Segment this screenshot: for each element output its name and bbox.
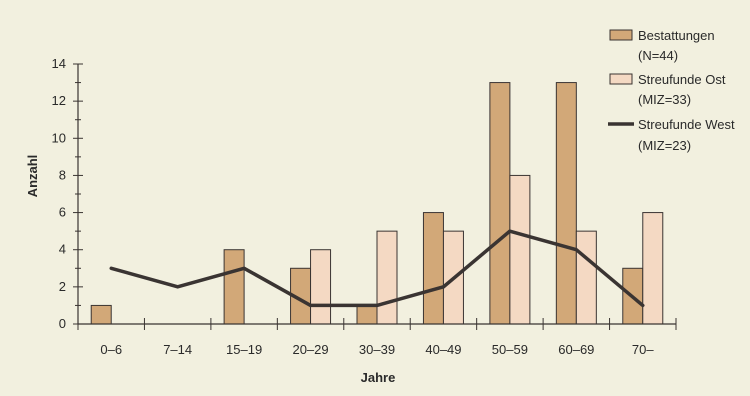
x-tick-label-2: 15–19 xyxy=(226,342,262,357)
legend-label-streufunde-ost: Streufunde Ost xyxy=(638,72,726,87)
legend: Bestattungen (N=44) Streufunde Ost (MIZ=… xyxy=(608,28,735,153)
y-tick-label-0: 0 xyxy=(59,316,66,331)
legend-swatch-bestattungen xyxy=(609,29,633,41)
y-tick-label-8: 8 xyxy=(59,167,66,182)
legend-sublabel-streufunde-west: (MIZ=23) xyxy=(638,138,691,153)
x-tick-label-1: 7–14 xyxy=(163,342,192,357)
legend-swatch-streufunde-ost xyxy=(609,73,633,85)
bar-bestattungen-2 xyxy=(223,249,245,325)
line-layer xyxy=(109,229,645,308)
bar-streufunde-ost-4 xyxy=(376,230,398,325)
y-tick-label-2: 2 xyxy=(59,279,66,294)
x-tick-label-4: 30–39 xyxy=(359,342,395,357)
labels-layer: 0 2 4 6 8 10 12 14 0–6 7–14 15–19 20–29 30–39 40–49 50… xyxy=(52,56,655,357)
x-tick-label-0: 0–6 xyxy=(100,342,122,357)
legend-label-bestattungen: Bestattungen xyxy=(638,28,715,43)
bar-streufunde-ost-3 xyxy=(310,249,332,325)
legend-label-streufunde-west: Streufunde West xyxy=(638,117,735,132)
y-tick-label-10: 10 xyxy=(52,130,66,145)
x-axis-title: Jahre xyxy=(361,370,396,385)
bar-streufunde-ost-6 xyxy=(509,174,531,325)
bar-bestattungen-6 xyxy=(489,82,511,325)
x-tick-label-8: 70– xyxy=(632,342,654,357)
y-axis-title: Anzahl xyxy=(25,155,40,198)
x-tick-label-7: 60–69 xyxy=(558,342,594,357)
line-streufunde-west xyxy=(109,229,645,308)
x-tick-label-6: 50–59 xyxy=(492,342,528,357)
x-tick-label-3: 20–29 xyxy=(292,342,328,357)
y-tick-label-6: 6 xyxy=(59,205,66,220)
x-tick-label-5: 40–49 xyxy=(425,342,461,357)
y-tick-label-4: 4 xyxy=(59,242,66,257)
legend-sublabel-streufunde-ost: (MIZ=33) xyxy=(638,92,691,107)
legend-sublabel-bestattungen: (N=44) xyxy=(638,48,678,63)
y-tick-label-14: 14 xyxy=(52,56,66,71)
bar-bestattungen-5 xyxy=(422,212,444,325)
axes-layer xyxy=(73,63,677,330)
bar-streufunde-ost-8 xyxy=(642,212,664,325)
y-tick-label-12: 12 xyxy=(52,93,66,108)
bar-bestattungen-0 xyxy=(90,304,112,325)
bar-bestattungen-4 xyxy=(356,304,378,325)
bar-bestattungen-7 xyxy=(555,82,577,325)
bar-streufunde-ost-7 xyxy=(575,230,597,325)
